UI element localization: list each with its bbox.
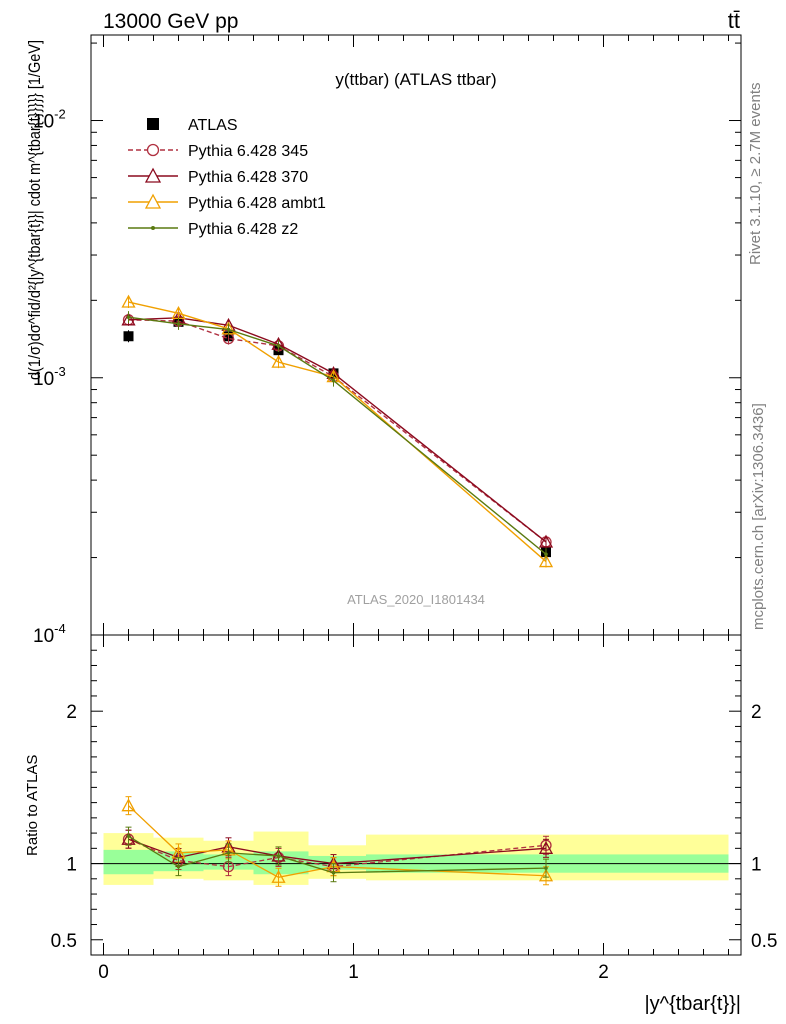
ratio-frame <box>90 634 742 956</box>
series-line <box>128 317 547 543</box>
ratio-point <box>276 854 281 858</box>
ratio-y-tick-label-right: 1 <box>751 855 762 876</box>
data-point <box>331 378 336 383</box>
ratio-point <box>331 870 336 875</box>
x-tick-label: 1 <box>348 962 359 983</box>
data-point <box>176 322 181 326</box>
watermark: ATLAS_2020_I1801434 <box>347 592 485 607</box>
main-panel: 10-410-310-2 y(ttbar) (ATLAS ttbar) ATLA… <box>25 34 742 647</box>
series-line <box>128 316 547 555</box>
ratio-point <box>226 851 231 855</box>
y-tick-label-exponent: -3 <box>54 364 66 379</box>
ratio-point <box>176 864 181 869</box>
data-point <box>121 294 136 308</box>
legend-marker <box>151 226 155 230</box>
ratio-series-line <box>128 805 547 878</box>
uncertainty-band-inner <box>103 849 154 875</box>
uncertainty-band-inner <box>253 851 309 875</box>
ratio-y-tick-label: 1 <box>66 855 77 876</box>
x-tick-label: 2 <box>598 962 609 983</box>
legend-marker <box>146 143 160 157</box>
x-tick-label: 0 <box>98 962 109 983</box>
data-point <box>538 534 554 548</box>
data-point <box>123 331 134 342</box>
header-left: 13000 GeV pp <box>103 10 238 33</box>
ratio-point <box>544 866 548 870</box>
ratio-point <box>271 869 286 883</box>
legend-label: Pythia 6.428 ambt1 <box>188 195 326 212</box>
legend-label: Pythia 6.428 345 <box>188 143 308 160</box>
series-line <box>128 319 547 543</box>
legend-marker <box>147 118 159 130</box>
main-y-label: d(1/σ)dσ^fid/d²{|y^{tbar{t}}| cdot m^{tb… <box>25 40 44 380</box>
y-tick-label-exponent: -4 <box>54 621 66 636</box>
legend-label: Pythia 6.428 z2 <box>188 221 298 238</box>
y-tick-label: 10-4 <box>33 621 66 647</box>
ratio-y-tick-label-right: 0.5 <box>751 931 777 952</box>
data-point <box>544 552 548 557</box>
rivet-label: Rivet 3.1.10, ≥ 2.7M events <box>747 83 764 266</box>
data-point <box>121 312 136 326</box>
ratio-point <box>121 798 136 812</box>
main-title: y(ttbar) (ATLAS ttbar) <box>335 70 496 89</box>
data-point <box>226 327 231 332</box>
ratio-point <box>126 834 131 838</box>
x-axis-label: |y^{tbar{t}}| <box>644 993 741 1015</box>
header-right: tt̄ <box>728 8 740 33</box>
ratio-y-tick-label-right: 2 <box>751 702 762 723</box>
ratio-series-line <box>128 838 547 868</box>
ratio-series-line <box>128 835 547 874</box>
legend-marker <box>144 193 162 209</box>
ratio-panel: 0.5 0.5 1 1 2 2 0 1 2 Ratio to ATLAS |y^{tbar{t}… <box>24 634 777 1015</box>
ratio-point <box>538 868 554 882</box>
ratio-y-tick-label: 2 <box>66 702 77 723</box>
mcplots-label: mcplots.cern.ch [arXiv:1306.3436] <box>750 403 767 630</box>
data-point <box>538 554 554 568</box>
y-tick-label-exponent: -2 <box>54 107 66 122</box>
ratio-y-tick-label: 0.5 <box>51 931 77 952</box>
legend-marker <box>144 167 162 183</box>
legend-label: Pythia 6.428 370 <box>188 169 308 186</box>
legend-label: ATLAS <box>188 117 238 134</box>
data-point <box>271 354 286 368</box>
ratio-y-label: Ratio to ATLAS <box>24 755 41 856</box>
ratio-series-line <box>128 838 547 865</box>
data-point <box>276 344 281 348</box>
legend: ATLAS Pythia 6.428 345 Pythia 6.428 370 Pyt… <box>128 117 326 238</box>
ratio-point <box>538 840 554 854</box>
data-point <box>126 315 131 319</box>
series-line <box>128 301 547 563</box>
